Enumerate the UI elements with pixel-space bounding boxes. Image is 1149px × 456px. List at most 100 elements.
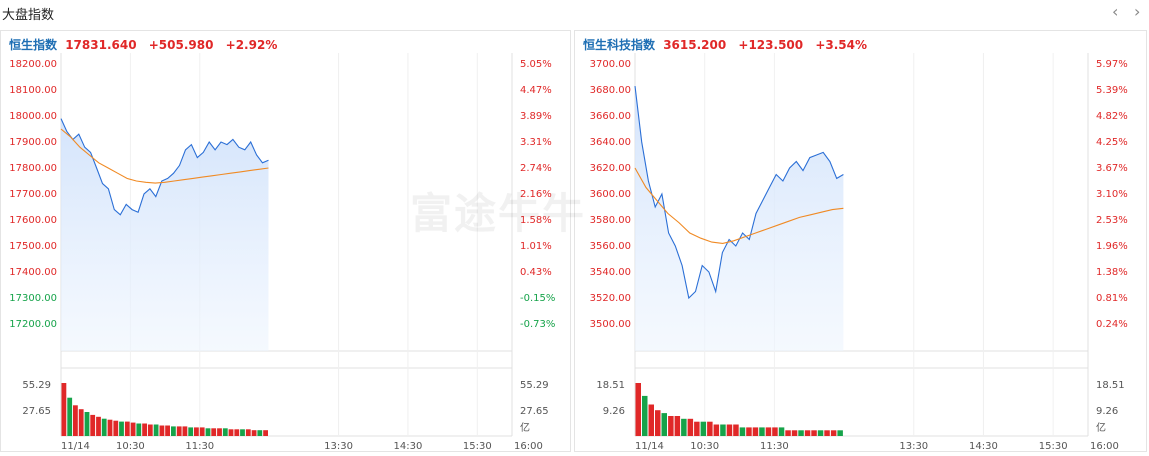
price-tick-label: 17200.00 [9,319,57,330]
price-tick-label: 17600.00 [9,215,57,226]
volume-bar [804,430,811,436]
pct-tick-label: 1.38% [1096,267,1128,278]
volume-bar [101,418,107,436]
price-tick-label: 3620.00 [590,163,631,174]
volume-bar [661,413,667,436]
volume-bar [107,419,113,436]
price-tick-label: 17800.00 [9,163,57,174]
volume-bar [73,405,78,436]
volume-bar [752,427,759,436]
pct-tick-label: 3.31% [520,137,552,148]
time-axis-label: 15:30 [463,441,492,452]
volume-bar [136,423,142,436]
volume-bar [707,421,713,436]
volume-bar [257,430,263,436]
index-change: +505.980 [148,38,214,52]
price-tick-label: 17700.00 [9,189,57,200]
average-line [634,167,844,244]
volume-bar [61,383,67,436]
price-area [61,118,269,351]
price-line [634,86,844,300]
price-tick-label: 17500.00 [9,241,57,252]
pct-tick-label: 3.67% [1096,163,1128,174]
volume-bar [700,421,707,436]
volume-bar [655,410,661,436]
pct-tick-label: 3.89% [520,111,552,122]
volume-bar [739,427,746,436]
price-tick-label: 3700.00 [590,59,631,70]
volume-bar [159,425,165,436]
volume-bar [78,409,84,436]
chevron-right-icon[interactable]: › [1134,2,1141,21]
intraday-chart[interactable]: 3700.00 5.97% 3680.00 5.39% 3660.00 4.82% 3640… [575,31,1148,453]
price-tick-label: 18200.00 [9,59,57,70]
volume-bar [90,414,96,436]
volume-bar [668,416,674,436]
volume-bar [263,430,268,436]
volume-tick-label: 18.51 [596,380,625,391]
time-axis-label: 11:30 [760,441,789,452]
pct-tick-label: 2.74% [520,163,552,174]
pct-tick-label: 0.24% [1096,319,1128,330]
price-line [60,118,269,216]
price-tick-label: 3520.00 [590,293,631,304]
volume-bar [147,424,153,436]
volume-bar [791,430,798,436]
price-tick-label: 3680.00 [590,85,631,96]
volume-bar [687,418,694,436]
volume-bar [798,430,804,436]
pct-tick-label: 1.01% [520,241,552,252]
volume-bar [726,424,733,436]
volume-bar [772,427,778,436]
pct-tick-label: 2.53% [1096,215,1128,226]
price-tick-label: 3540.00 [590,267,631,278]
volume-tick-label: 55.29 [22,380,51,391]
time-axis-label: 15:30 [1039,441,1068,452]
watermark-logo: 富途牛牛 [410,189,587,238]
volume-bar [251,430,257,436]
volume-bar [674,416,681,436]
volume-unit-label: 亿 [1096,421,1106,434]
volume-bar [124,421,130,436]
volume-bar [182,426,188,436]
pct-tick-label: -0.15% [520,293,555,304]
volume-bar [228,429,234,436]
volume-bar [222,428,228,436]
volume-bar [234,429,240,436]
index-change: +123.500 [738,38,804,52]
volume-tick-label: 55.29 [520,380,549,391]
price-tick-label: 3600.00 [590,189,631,200]
volume-unit-label: 亿 [520,421,530,434]
volume-bar [642,395,648,436]
time-axis-label: 14:30 [394,441,423,452]
index-name[interactable]: 恒生科技指数 [583,38,656,52]
volume-tick-label: 27.65 [520,406,549,417]
volume-bar [119,421,124,436]
volume-bar [142,423,147,436]
volume-bar [199,427,205,436]
volume-bar [96,416,101,436]
index-panel-hsi: 恒生指数 17831.640 +505.980 +2.92% 18200.00 5… [0,30,571,452]
time-axis-label: 10:30 [116,441,145,452]
pct-tick-label: 0.81% [1096,293,1128,304]
volume-tick-label: 9.26 [1096,406,1118,417]
pct-tick-label: 4.47% [520,85,552,96]
volume-bar [176,426,182,436]
pct-tick-label: 0.43% [520,267,552,278]
volume-bar [746,427,752,436]
chevron-left-icon[interactable]: ‹ [1112,2,1119,21]
volume-bar [681,418,687,436]
index-name[interactable]: 恒生指数 [9,38,58,52]
time-axis-label: 11/14 [61,441,90,452]
volume-bar [153,424,159,436]
average-line [60,128,269,184]
volume-bar [817,430,824,436]
intraday-chart[interactable]: 18200.00 5.05% 18100.00 4.47% 18000.00 3.89% 1… [1,31,572,453]
price-tick-label: 3660.00 [590,111,631,122]
volume-bar [785,430,791,436]
time-axis-label: 11/14 [635,441,664,452]
volume-bar [84,412,90,436]
time-axis-label: 10:30 [690,441,719,452]
volume-bar [217,428,222,436]
index-panel-hstech: 恒生科技指数 3615.200 +123.500 +3.54% 3700.00 5… [574,30,1147,452]
